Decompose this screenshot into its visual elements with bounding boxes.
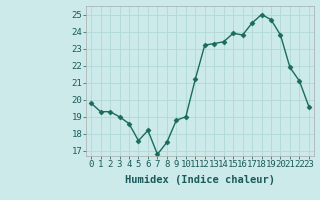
X-axis label: Humidex (Indice chaleur): Humidex (Indice chaleur) <box>125 175 275 185</box>
